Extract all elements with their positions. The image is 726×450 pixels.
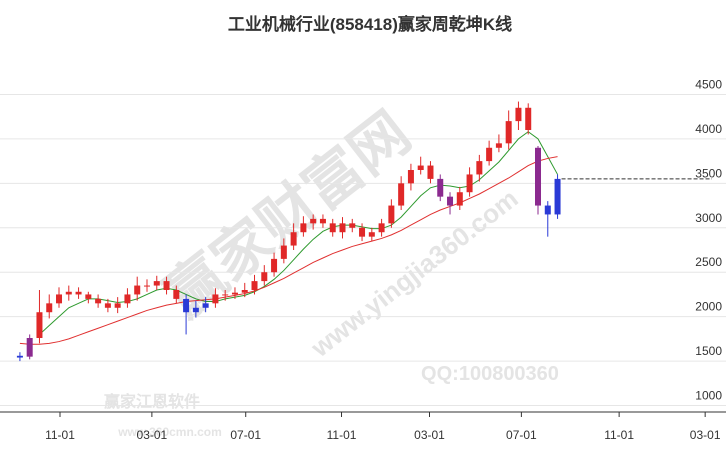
x-tick-label: 03-01 <box>137 428 168 442</box>
candle-body <box>300 223 307 233</box>
candle-body <box>319 218 326 224</box>
x-tick-label: 11-01 <box>327 428 357 442</box>
candle-body <box>153 281 160 286</box>
candle-body <box>437 178 444 197</box>
y-tick-label: 2500 <box>695 255 722 269</box>
x-tick-label: 11-01 <box>45 428 75 442</box>
y-tick-label: 4000 <box>695 122 722 136</box>
x-tick-label: 03-01 <box>690 428 721 442</box>
candle-body <box>231 292 238 295</box>
candle-body <box>26 338 33 357</box>
candle-body <box>202 303 209 308</box>
candle-body <box>339 223 346 233</box>
candle-body <box>124 294 131 304</box>
candle-body <box>36 312 43 338</box>
candle-body <box>65 291 72 295</box>
candle-body <box>417 165 424 170</box>
candle-body <box>212 294 219 304</box>
candle-body <box>407 170 414 184</box>
candle-body <box>16 355 23 358</box>
candle-body <box>505 121 512 144</box>
candle-body <box>359 227 366 237</box>
candle-body <box>222 294 229 296</box>
candle-body <box>398 183 405 206</box>
candle-body <box>495 143 502 148</box>
x-tick-label: 11-01 <box>604 428 634 442</box>
candle-body <box>466 174 473 193</box>
candle-body <box>104 303 111 308</box>
candle-body <box>329 223 336 233</box>
candle-body <box>241 290 248 293</box>
watermark: QQ:100800360 <box>421 363 559 385</box>
candle-body <box>525 107 532 130</box>
candle-body <box>46 303 53 313</box>
y-tick-label: 1500 <box>695 344 722 358</box>
candle-body <box>476 161 483 175</box>
candle-body <box>349 223 356 228</box>
y-tick-label: 3500 <box>695 166 722 180</box>
candle-body <box>173 290 180 299</box>
candle-body <box>192 307 199 313</box>
candle-body <box>280 245 287 259</box>
ma-line <box>19 156 558 345</box>
candle-body <box>378 223 385 233</box>
candle-body <box>75 291 82 295</box>
candle-body <box>515 107 522 122</box>
y-tick-label: 1000 <box>695 389 722 403</box>
candle-body <box>85 294 92 299</box>
candle-body <box>535 147 541 206</box>
candle-body <box>388 205 395 224</box>
x-tick-label: 07-01 <box>506 428 537 442</box>
candle-body <box>368 232 375 237</box>
chart-title: 工业机械行业(858418)赢家周乾坤K线 <box>228 14 512 34</box>
y-tick-label: 3000 <box>695 211 722 225</box>
candle-body <box>456 192 463 206</box>
candle-body <box>183 298 190 313</box>
y-tick-label: 4500 <box>695 77 722 91</box>
candle-body <box>290 232 297 246</box>
watermark: www.360cmn.com <box>117 425 222 439</box>
candle-body <box>486 147 493 162</box>
candle-body <box>261 272 268 282</box>
candle-body <box>134 285 141 295</box>
watermark: 赢家江恩软件 <box>104 392 200 411</box>
x-tick-label: 03-01 <box>414 428 445 442</box>
y-tick-label: 2000 <box>695 300 722 314</box>
candle-body <box>554 178 561 215</box>
candle-body <box>544 205 551 215</box>
candle-body <box>143 285 150 287</box>
candle-body <box>427 165 434 179</box>
candle-body <box>56 294 63 304</box>
candle-body <box>271 258 278 273</box>
candle-body <box>251 281 258 290</box>
x-tick-label: 07-01 <box>230 428 261 442</box>
candle-body <box>114 303 121 308</box>
candle-body <box>447 196 454 206</box>
candle-body <box>163 281 170 290</box>
candle-body <box>95 298 102 304</box>
candle-body <box>310 218 317 224</box>
